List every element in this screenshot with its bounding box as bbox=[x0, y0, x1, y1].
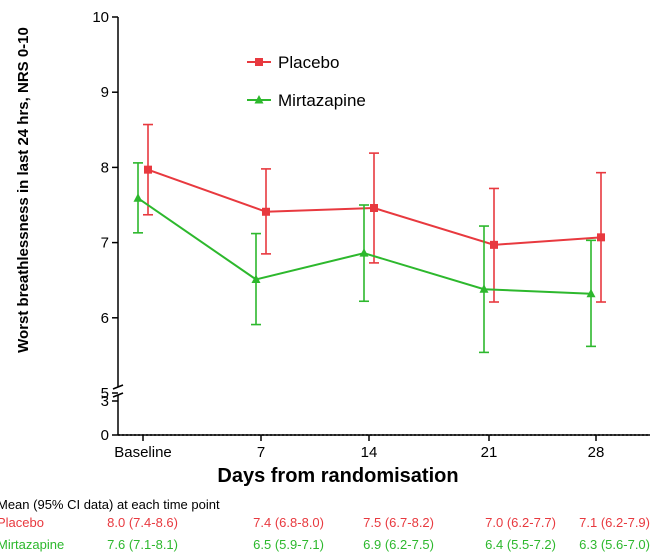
table-cell: 8.0 (7.4-8.6) bbox=[107, 515, 178, 530]
table-cell: 7.1 (6.2-7.9) bbox=[579, 515, 650, 530]
x-tick-label: 14 bbox=[361, 444, 378, 461]
data-point bbox=[479, 284, 489, 293]
data-point bbox=[262, 207, 270, 216]
data-point bbox=[370, 204, 378, 213]
y-tick-label: 9 bbox=[101, 84, 109, 101]
y-tick-label: 0 bbox=[101, 427, 109, 444]
legend: Placebo Mirtazapine bbox=[247, 53, 366, 110]
legend-label: Mirtazapine bbox=[278, 91, 366, 110]
table-cell: 6.3 (5.6-7.0) bbox=[579, 537, 650, 552]
y-tick-label: 7 bbox=[101, 235, 109, 252]
y-tick-label: 10 bbox=[92, 9, 109, 26]
table-cell: 6.4 (5.5-7.2) bbox=[485, 537, 556, 552]
x-tick-label: 7 bbox=[257, 444, 265, 461]
y-tick-label: 5 bbox=[101, 385, 109, 402]
x-tick-label: 28 bbox=[588, 444, 605, 461]
legend-marker bbox=[255, 58, 263, 66]
axes: 5 6 7 8 9 10 0 3 Baseline 7 14 21 28 bbox=[92, 9, 650, 461]
y-tick-label: 8 bbox=[101, 159, 109, 176]
legend-marker bbox=[254, 95, 264, 104]
table-row-label: Mirtazapine bbox=[0, 537, 65, 552]
table-cell: 7.5 (6.7-8.2) bbox=[363, 515, 434, 530]
y-tick-label: 6 bbox=[101, 310, 109, 327]
table-cell: 7.4 (6.8-8.0) bbox=[253, 515, 324, 530]
data-point bbox=[359, 248, 369, 257]
data-point bbox=[133, 193, 143, 202]
table-caption: Mean (95% CI data) at each time point bbox=[0, 497, 220, 512]
data-point bbox=[490, 240, 498, 249]
table-cell: 6.5 (5.9-7.1) bbox=[253, 537, 324, 552]
y-axis-break-mark bbox=[112, 384, 124, 390]
y-axis-label: Worst breathlessness in last 24 hrs, NRS… bbox=[15, 27, 32, 353]
data-point bbox=[144, 165, 152, 174]
table-cell: 7.0 (6.2-7.7) bbox=[485, 515, 556, 530]
legend-label: Placebo bbox=[278, 53, 339, 72]
table-cell: 6.9 (6.2-7.5) bbox=[363, 537, 434, 552]
table-cell: 7.6 (7.1-8.1) bbox=[107, 537, 178, 552]
series-layer bbox=[133, 123, 606, 354]
data-point bbox=[586, 288, 596, 298]
x-axis-label: Days from randomisation bbox=[217, 465, 458, 487]
line-chart: 5 6 7 8 9 10 0 3 Baseline 7 14 21 28 Placebo Mirtazap… bbox=[15, 9, 650, 487]
data-point bbox=[597, 233, 605, 242]
y-tick-label: 3 bbox=[101, 393, 109, 410]
x-tick-label: Baseline bbox=[114, 444, 172, 461]
table-row-label: Placebo bbox=[0, 515, 44, 530]
data-point bbox=[251, 274, 261, 283]
x-tick-label: 21 bbox=[481, 444, 498, 461]
